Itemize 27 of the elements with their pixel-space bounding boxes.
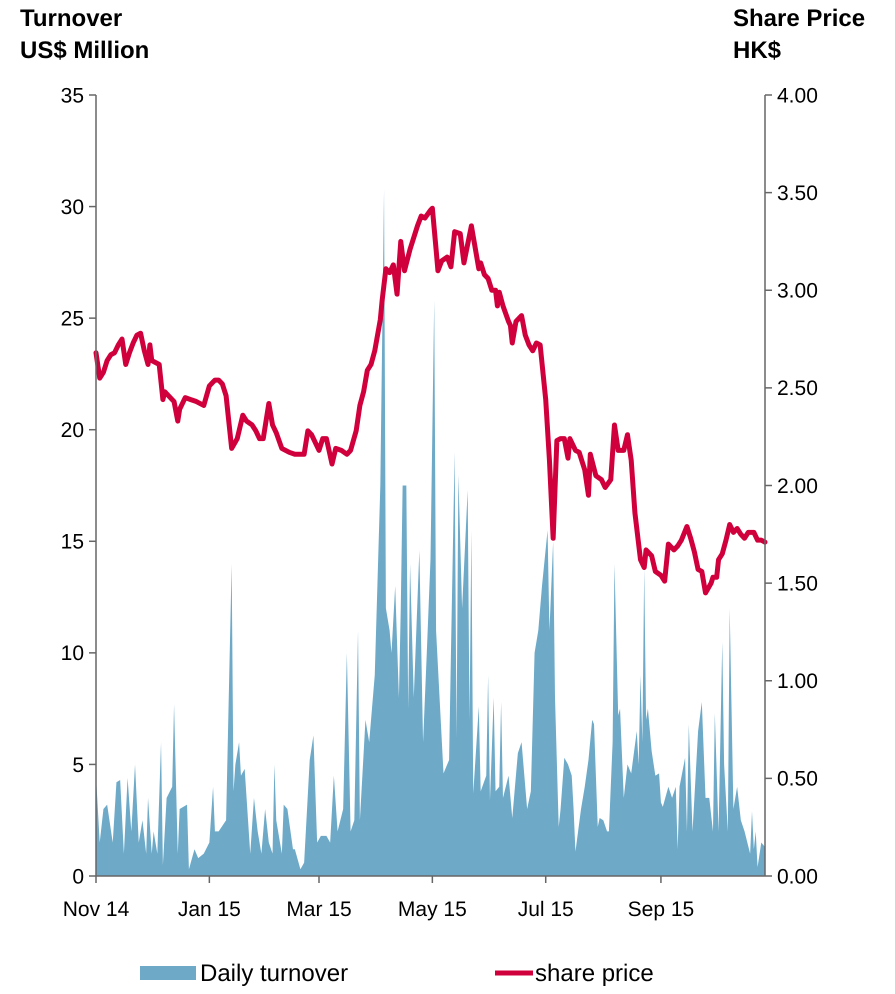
- y2-tick-label: 1.50: [777, 572, 818, 596]
- y-tick-label: 0: [72, 865, 84, 888]
- x-tick-label: May 15: [398, 898, 467, 921]
- y2-tick-label: 2.50: [777, 377, 818, 400]
- y-tick-label: 15: [60, 530, 84, 554]
- x-tick-label: Jan 15: [178, 898, 241, 921]
- legend-label: share price: [535, 960, 654, 987]
- y2-tick-label: 0.50: [777, 768, 818, 791]
- x-tick-label: Mar 15: [286, 898, 352, 921]
- y2-tick-label: 1.00: [777, 670, 818, 694]
- y-tick-label: 5: [72, 754, 84, 777]
- y-tick-label: 30: [60, 196, 84, 219]
- y-axis-title: Turnover US$ Million: [20, 5, 150, 64]
- legend-label: Daily turnover: [200, 960, 348, 987]
- y2-tick-label: 2.00: [777, 474, 818, 498]
- y-tick-label: 10: [60, 642, 84, 666]
- y2-tick-label: 0.00: [777, 865, 818, 888]
- x-tick-label: Sep 15: [628, 898, 694, 921]
- y-tick-label: 35: [60, 84, 84, 108]
- y2-tick-label: 4.00: [777, 84, 818, 108]
- y-tick-label: 20: [60, 419, 84, 442]
- x-tick-label: Jul 15: [518, 898, 574, 921]
- y2-axis-title: Share Price HK$: [733, 5, 866, 64]
- y2-tick-label: 3.50: [777, 182, 818, 205]
- y2-tick-label: 3.00: [777, 280, 818, 303]
- y-tick-label: 25: [60, 307, 84, 330]
- x-tick-label: Nov 14: [62, 898, 130, 921]
